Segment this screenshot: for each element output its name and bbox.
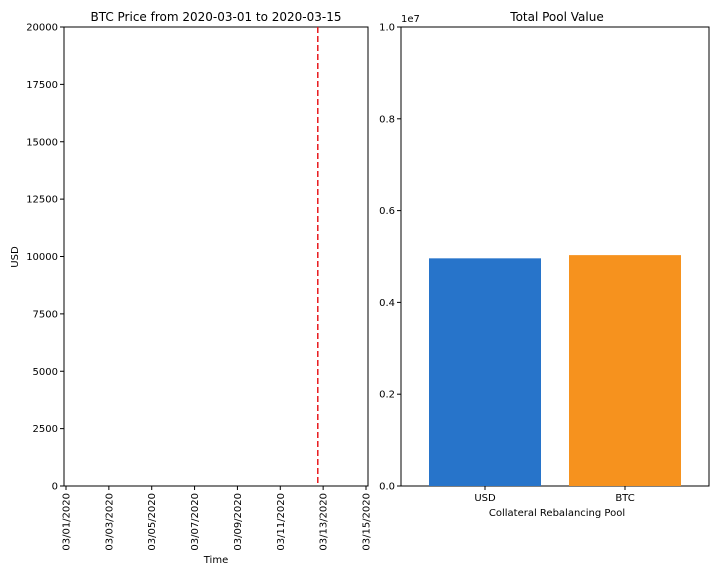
pool-bar-btc bbox=[569, 255, 681, 486]
pool-y-multiplier: 1e7 bbox=[401, 14, 420, 25]
pool-x-ticks: USD BTC bbox=[474, 486, 635, 504]
price-x-tick-label: 03/01/2020 bbox=[62, 493, 73, 551]
pool-bar-usd bbox=[429, 258, 541, 486]
price-x-tick-label: 03/11/2020 bbox=[276, 493, 287, 551]
pool-x-axis-label: Collateral Rebalancing Pool bbox=[489, 508, 625, 519]
price-y-tick-label: 7500 bbox=[33, 309, 58, 320]
pool-y-tick-label: 0.8 bbox=[379, 114, 395, 125]
price-plot-area bbox=[63, 26, 369, 487]
pool-bars bbox=[429, 255, 681, 486]
pool-x-tick-label: BTC bbox=[615, 493, 634, 504]
price-y-tick-label: 2500 bbox=[33, 424, 58, 435]
price-y-axis-label: USD bbox=[10, 246, 21, 268]
price-y-tick-label: 20000 bbox=[26, 23, 58, 34]
price-y-tick-label: 17500 bbox=[26, 80, 58, 91]
pool-x-tick-label: USD bbox=[474, 493, 496, 504]
price-x-tick-label: 03/03/2020 bbox=[104, 493, 115, 551]
price-y-tick-label: 0 bbox=[52, 482, 58, 493]
pool-y-tick-label: 0.4 bbox=[379, 298, 395, 309]
price-x-tick-label: 03/07/2020 bbox=[190, 493, 201, 551]
price-y-tick-label: 15000 bbox=[26, 137, 58, 148]
price-chart-title: BTC Price from 2020-03-01 to 2020-03-15 bbox=[90, 10, 341, 24]
price-chart: BTC Price from 2020-03-01 to 2020-03-15 … bbox=[10, 10, 373, 566]
price-x-tick-label: 03/05/2020 bbox=[147, 493, 158, 551]
pool-y-tick-label: 0.6 bbox=[379, 206, 395, 217]
price-y-tick-label: 10000 bbox=[26, 252, 58, 263]
pool-chart: Total Pool Value 1e7 0.00.20.40.60.81.0 … bbox=[379, 10, 710, 519]
price-x-tick-label: 03/09/2020 bbox=[233, 493, 244, 551]
price-x-tick-label: 03/13/2020 bbox=[319, 493, 330, 551]
price-y-tick-label: 5000 bbox=[33, 367, 58, 378]
price-x-ticks: 03/01/2020 03/03/2020 03/05/2020 03/07/2020… bbox=[62, 486, 373, 551]
pool-y-ticks: 0.0 0.2 0.4 0.6 0.8 1.0 bbox=[379, 23, 401, 493]
pool-y-tick-label: 1.0 bbox=[379, 23, 395, 34]
price-x-tick-label: 03/15/2020 bbox=[362, 493, 373, 551]
pool-chart-title: Total Pool Value bbox=[509, 10, 603, 24]
price-y-ticks: 0 2500 5000 7500 10000 12500 15000 17500 20000 bbox=[26, 23, 64, 493]
pool-y-tick-label: 0.2 bbox=[379, 390, 395, 401]
price-x-axis-label: Time bbox=[203, 555, 228, 566]
pool-y-tick-label: 0.0 bbox=[379, 482, 395, 493]
price-y-tick-label: 12500 bbox=[26, 195, 58, 206]
